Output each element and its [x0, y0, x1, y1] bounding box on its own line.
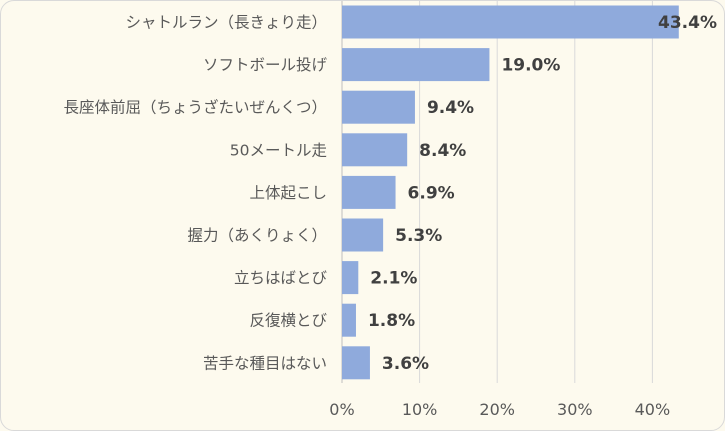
category-label: 握力（あくりょく）	[187, 227, 327, 245]
category-label: 長座体前屈（ちょうざたいぜんくつ）	[63, 98, 327, 117]
tick-label: 10%	[402, 400, 438, 419]
data-label: 19.0%	[501, 56, 560, 76]
value-axis: 0% 10% 20% 30% 40%	[329, 400, 670, 419]
tick-label: 40%	[635, 400, 671, 419]
bar	[342, 133, 408, 167]
data-label: 6.9%	[408, 183, 455, 203]
tick-label: 30%	[557, 400, 593, 419]
data-label: 1.8%	[368, 311, 415, 331]
bar	[342, 5, 679, 39]
bar	[342, 48, 490, 82]
category-label: 上体起こし	[249, 184, 327, 202]
category-label: シャトルラン（長きょり走）	[125, 14, 327, 32]
bar	[342, 90, 415, 124]
bar	[342, 218, 384, 252]
data-label: 5.3%	[395, 226, 442, 246]
category-label: 立ちはばとび	[234, 269, 328, 287]
data-labels: 43.4% 19.0% 9.4% 8.4% 6.9% 5.3% 2.1% 1.8% 3.6%	[368, 13, 717, 374]
data-label: 9.4%	[427, 98, 474, 118]
bars	[342, 5, 679, 380]
bar	[342, 175, 396, 209]
bar	[342, 346, 370, 380]
tick-label: 0%	[329, 400, 354, 419]
data-label: 43.4%	[658, 13, 717, 33]
data-label: 8.4%	[419, 141, 466, 161]
tick-label: 20%	[479, 400, 515, 419]
category-label: 苦手な種目はない	[203, 354, 327, 372]
data-label: 2.1%	[370, 269, 417, 289]
category-label: ソフトボール投げ	[203, 56, 328, 74]
category-label: 50メートル走	[230, 141, 327, 159]
bar	[342, 261, 359, 295]
bar	[342, 303, 356, 337]
category-label: 反復横とび	[249, 312, 327, 330]
data-label: 3.6%	[382, 354, 429, 374]
